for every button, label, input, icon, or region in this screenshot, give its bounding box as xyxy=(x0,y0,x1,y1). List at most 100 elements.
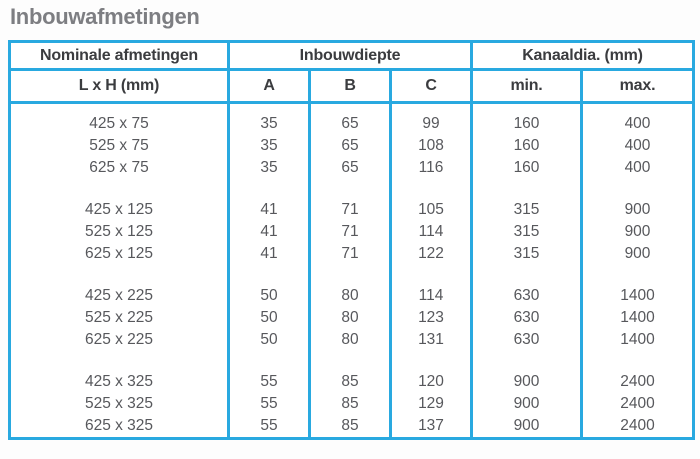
cell-min: 900 xyxy=(513,417,540,434)
cell-b: 85 xyxy=(341,373,359,390)
page-title: Inbouwafmetingen xyxy=(10,4,200,29)
cell-c: 108 xyxy=(418,137,444,154)
cell-min: 900 xyxy=(513,373,540,390)
cell-c: 120 xyxy=(418,373,444,390)
cell-min: 630 xyxy=(513,287,540,304)
group-spacer xyxy=(392,351,470,371)
cell-b: 65 xyxy=(341,115,359,132)
cell-a: 41 xyxy=(260,201,278,218)
cell-c: 105 xyxy=(418,201,444,218)
group-spacer xyxy=(473,179,580,199)
cell-min: 315 xyxy=(513,223,540,240)
cell-max: 1400 xyxy=(620,287,655,304)
column-min: 160 160 160 315 315 315 630 630 630 900 900 900 xyxy=(470,101,583,440)
cell-a: 41 xyxy=(260,223,278,240)
cell-a: 50 xyxy=(260,331,278,348)
cell-max: 400 xyxy=(624,115,651,132)
group-spacer xyxy=(583,265,692,285)
cell-max: 2400 xyxy=(620,373,655,390)
column-b: 65 65 65 71 71 71 80 80 80 85 85 85 xyxy=(308,101,392,440)
cell-max: 1400 xyxy=(620,309,655,326)
column-max: 400 400 400 900 900 900 1400 1400 1400 2400 2400 24… xyxy=(580,101,695,440)
cell-c: 129 xyxy=(418,395,444,412)
cell-b: 85 xyxy=(341,417,359,434)
subheader-b: B xyxy=(308,68,392,104)
column-a: 35 35 35 41 41 41 50 50 50 55 55 55 xyxy=(227,101,311,440)
group-spacer xyxy=(11,265,227,285)
dimensions-table: Nominale afmetingen Inbouwdiepte Kanaald… xyxy=(8,40,695,440)
subheader-c: C xyxy=(389,68,473,104)
cell-c: 122 xyxy=(418,245,444,262)
cell-max: 900 xyxy=(624,245,651,262)
cell-min: 160 xyxy=(513,137,540,154)
group-spacer xyxy=(311,265,389,285)
cell-max: 900 xyxy=(624,223,651,240)
subheader-max: max. xyxy=(580,68,695,104)
cell-a: 50 xyxy=(260,287,278,304)
group-spacer xyxy=(230,179,308,199)
cell-min: 160 xyxy=(513,159,540,176)
cell-min: 630 xyxy=(513,309,540,326)
group-spacer xyxy=(311,179,389,199)
cell-c: 114 xyxy=(418,223,444,240)
group-spacer xyxy=(230,265,308,285)
cell-lxh: 525 x 225 xyxy=(84,309,154,326)
cell-max: 2400 xyxy=(620,417,655,434)
cell-lxh: 525 x 325 xyxy=(84,395,154,412)
cell-lxh: 625 x 75 xyxy=(89,159,149,176)
cell-min: 315 xyxy=(513,245,540,262)
cell-a: 35 xyxy=(260,159,278,176)
cell-c: 123 xyxy=(418,309,444,326)
subheader-min: min. xyxy=(470,68,583,104)
cell-max: 900 xyxy=(624,201,651,218)
cell-min: 315 xyxy=(513,201,540,218)
cell-a: 55 xyxy=(260,417,278,434)
cell-c: 131 xyxy=(418,331,444,348)
cell-b: 80 xyxy=(341,309,359,326)
column-lxh: 425 x 75 525 x 75 625 x 75 425 x 125 525 x 1… xyxy=(8,101,230,440)
group-spacer xyxy=(473,265,580,285)
body-row: 425 x 75 525 x 75 625 x 75 425 x 125 525 x 1… xyxy=(8,101,695,440)
cell-lxh: 525 x 75 xyxy=(89,137,149,154)
cell-lxh: 625 x 125 xyxy=(84,245,154,262)
column-c: 99 108 116 105 114 122 114 123 131 120 129 137 xyxy=(389,101,473,440)
cell-a: 35 xyxy=(260,137,278,154)
group-spacer xyxy=(230,351,308,371)
header-group-row: Nominale afmetingen Inbouwdiepte Kanaald… xyxy=(8,40,695,71)
cell-max: 2400 xyxy=(620,395,655,412)
cell-b: 65 xyxy=(341,159,359,176)
cell-c: 114 xyxy=(418,287,444,304)
cell-min: 630 xyxy=(513,331,540,348)
cell-lxh: 625 x 325 xyxy=(84,417,154,434)
cell-a: 50 xyxy=(260,309,278,326)
cell-c: 116 xyxy=(418,159,444,176)
header-inbouwdiepte: Inbouwdiepte xyxy=(227,40,473,71)
cell-lxh: 425 x 75 xyxy=(89,115,149,132)
cell-min: 160 xyxy=(513,115,540,132)
header-nominale-afmetingen: Nominale afmetingen xyxy=(8,40,230,71)
cell-a: 55 xyxy=(260,373,278,390)
cell-lxh: 425 x 225 xyxy=(84,287,154,304)
cell-a: 35 xyxy=(260,115,278,132)
cell-min: 900 xyxy=(513,395,540,412)
cell-max: 1400 xyxy=(620,331,655,348)
cell-a: 41 xyxy=(260,245,278,262)
cell-lxh: 625 x 225 xyxy=(84,331,154,348)
group-spacer xyxy=(11,351,227,371)
group-spacer xyxy=(11,179,227,199)
cell-b: 85 xyxy=(341,395,359,412)
cell-a: 55 xyxy=(260,395,278,412)
cell-b: 80 xyxy=(341,331,359,348)
cell-c: 137 xyxy=(418,417,444,434)
cell-lxh: 425 x 125 xyxy=(84,201,154,218)
group-spacer xyxy=(311,351,389,371)
cell-lxh: 525 x 125 xyxy=(84,223,154,240)
cell-b: 71 xyxy=(341,201,359,218)
cell-b: 80 xyxy=(341,287,359,304)
cell-b: 65 xyxy=(341,137,359,154)
group-spacer xyxy=(392,179,470,199)
group-spacer xyxy=(583,351,692,371)
cell-c: 99 xyxy=(422,115,440,132)
subheader-a: A xyxy=(227,68,311,104)
